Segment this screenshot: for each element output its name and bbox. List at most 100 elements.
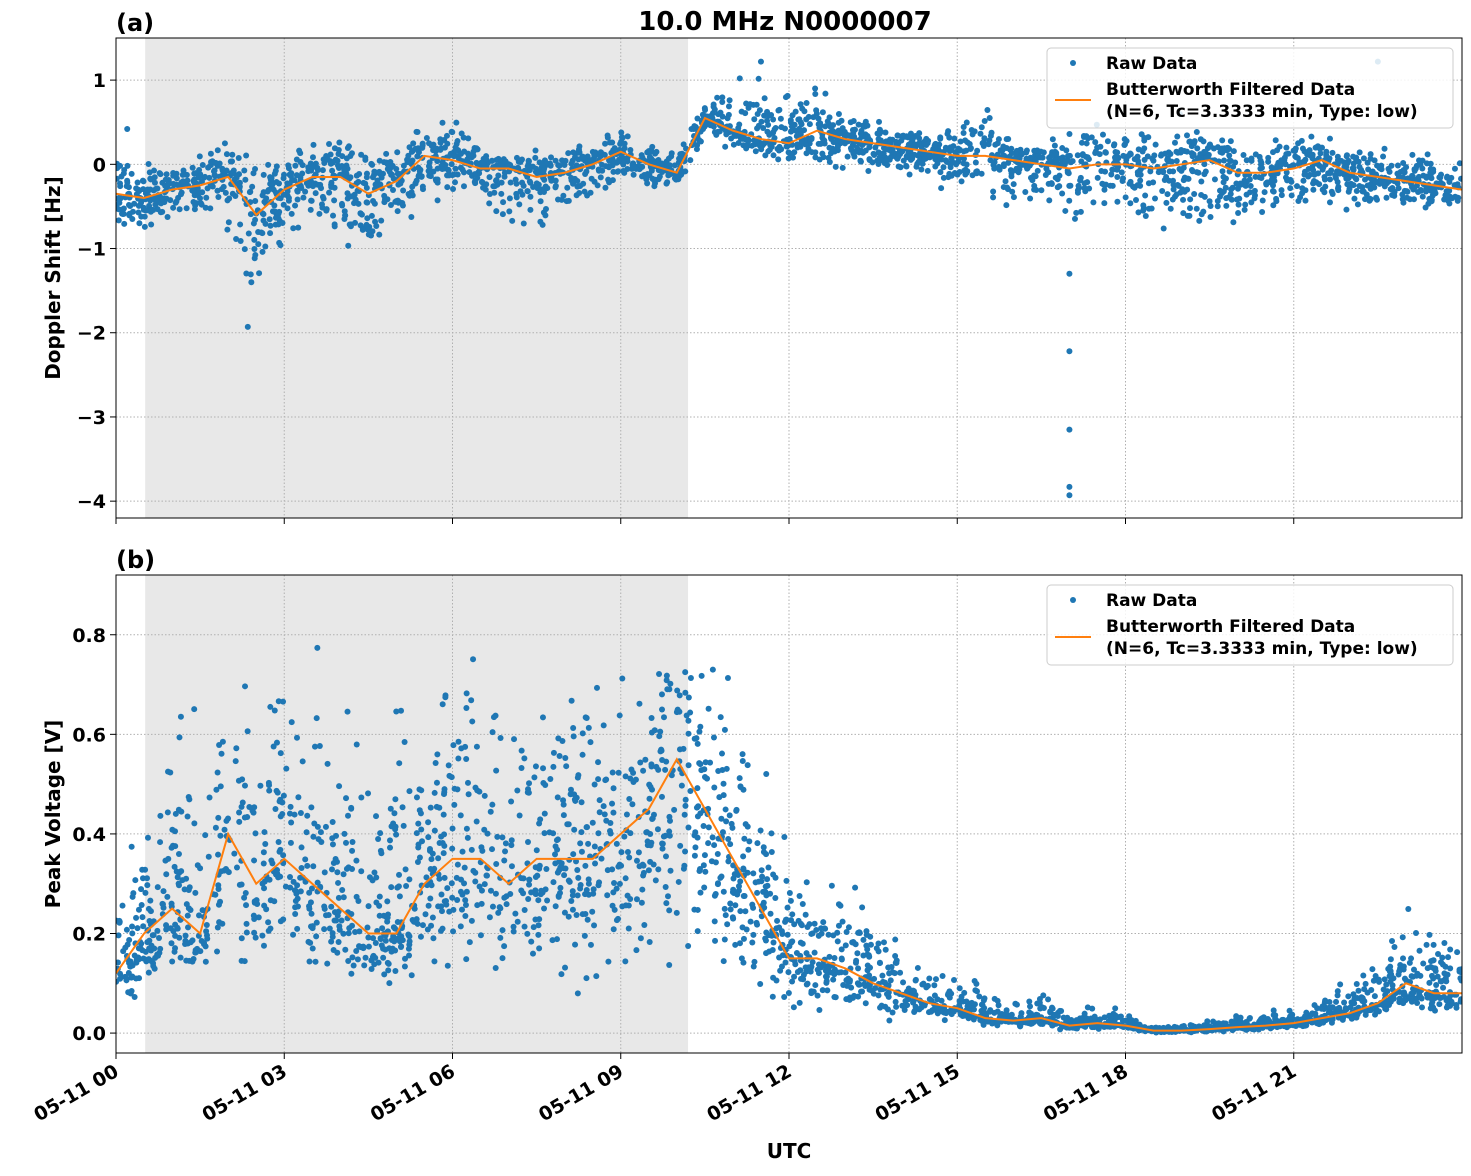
- legend-label-raw: Raw Data: [1106, 54, 1197, 74]
- raw-data-point: [1167, 151, 1173, 157]
- raw-data-point: [449, 161, 455, 167]
- raw-data-point: [1095, 175, 1101, 181]
- raw-data-point: [470, 656, 476, 662]
- raw-data-point: [1103, 150, 1109, 156]
- raw-data-point: [239, 776, 245, 782]
- raw-data-point: [209, 158, 215, 164]
- raw-data-point: [798, 921, 804, 927]
- raw-data-point: [361, 180, 367, 186]
- raw-data-point: [682, 812, 688, 818]
- raw-data-point: [618, 849, 624, 855]
- raw-data-point: [437, 147, 443, 153]
- raw-data-point: [251, 857, 257, 863]
- raw-data-point: [1230, 219, 1236, 225]
- raw-data-point: [605, 133, 611, 139]
- raw-data-point: [994, 1020, 1000, 1026]
- raw-data-point: [1168, 206, 1174, 212]
- raw-data-point: [1444, 1005, 1450, 1011]
- raw-data-point: [306, 959, 312, 965]
- raw-data-point: [591, 886, 597, 892]
- raw-data-point: [393, 832, 399, 838]
- raw-data-point: [819, 151, 825, 157]
- raw-data-point: [1070, 158, 1076, 164]
- raw-data-point: [1194, 129, 1200, 135]
- raw-data-point: [1166, 178, 1172, 184]
- raw-data-point: [219, 186, 225, 192]
- raw-data-point: [319, 205, 325, 211]
- raw-data-point: [894, 156, 900, 162]
- raw-data-point: [1102, 169, 1108, 175]
- raw-data-point: [398, 943, 404, 949]
- raw-data-point: [1001, 161, 1007, 167]
- raw-data-point: [117, 920, 123, 926]
- raw-data-point: [191, 177, 197, 183]
- raw-data-point: [910, 135, 916, 141]
- legend-label-filtered-params: (N=6, Tc=3.3333 min, Type: low): [1106, 102, 1418, 122]
- raw-data-point: [1120, 178, 1126, 184]
- raw-data-point: [215, 769, 221, 775]
- raw-data-point: [574, 912, 580, 918]
- raw-data-point: [785, 93, 791, 99]
- raw-data-point: [1323, 149, 1329, 155]
- raw-data-point: [439, 908, 445, 914]
- raw-data-point: [712, 938, 718, 944]
- raw-data-point: [1389, 938, 1395, 944]
- raw-data-point: [463, 902, 469, 908]
- raw-data-point: [283, 884, 289, 890]
- raw-data-point: [1327, 176, 1333, 182]
- raw-data-point: [589, 176, 595, 182]
- raw-data-point: [584, 192, 590, 198]
- raw-data-point: [320, 194, 326, 200]
- raw-data-point: [727, 812, 733, 818]
- raw-data-point: [1008, 173, 1014, 179]
- raw-data-point: [482, 881, 488, 887]
- raw-data-point: [1179, 186, 1185, 192]
- raw-data-point: [1092, 1014, 1098, 1020]
- raw-data-point: [1158, 153, 1164, 159]
- raw-data-point: [1458, 176, 1464, 182]
- raw-data-point: [186, 887, 192, 893]
- raw-data-point: [295, 794, 301, 800]
- raw-data-point: [400, 203, 406, 209]
- raw-data-point: [1135, 209, 1141, 215]
- raw-data-point: [1022, 189, 1028, 195]
- raw-data-point: [729, 825, 735, 831]
- raw-data-point: [772, 895, 778, 901]
- raw-data-point: [1048, 153, 1054, 159]
- raw-data-point: [538, 888, 544, 894]
- raw-data-point: [426, 168, 432, 174]
- raw-data-point: [229, 152, 235, 158]
- raw-data-point: [596, 166, 602, 172]
- raw-data-point: [126, 184, 132, 190]
- raw-data-point: [897, 970, 903, 976]
- raw-data-point: [278, 195, 284, 201]
- raw-data-point: [449, 129, 455, 135]
- raw-data-point: [1388, 956, 1394, 962]
- raw-data-point: [687, 157, 693, 163]
- raw-data-point: [1049, 181, 1055, 187]
- raw-data-point: [307, 940, 313, 946]
- raw-data-point: [768, 911, 774, 917]
- raw-data-point: [459, 907, 465, 913]
- raw-data-point: [1312, 1011, 1318, 1017]
- raw-data-point: [1372, 180, 1378, 186]
- raw-data-point: [318, 185, 324, 191]
- y-tick-label: 1: [93, 70, 106, 92]
- raw-data-point: [313, 190, 319, 196]
- raw-data-point: [271, 743, 277, 749]
- raw-data-point: [586, 725, 592, 731]
- raw-data-point: [615, 916, 621, 922]
- raw-data-point: [330, 841, 336, 847]
- shaded-span: [145, 38, 688, 518]
- raw-data-point: [159, 196, 165, 202]
- raw-data-point: [639, 152, 645, 158]
- raw-data-point: [597, 797, 603, 803]
- raw-data-point: [553, 178, 559, 184]
- raw-data-point: [840, 982, 846, 988]
- raw-data-point: [969, 127, 975, 133]
- raw-data-point: [826, 964, 832, 970]
- raw-data-point: [452, 179, 458, 185]
- raw-data-point: [1335, 988, 1341, 994]
- raw-data-point: [261, 199, 267, 205]
- raw-data-point: [723, 806, 729, 812]
